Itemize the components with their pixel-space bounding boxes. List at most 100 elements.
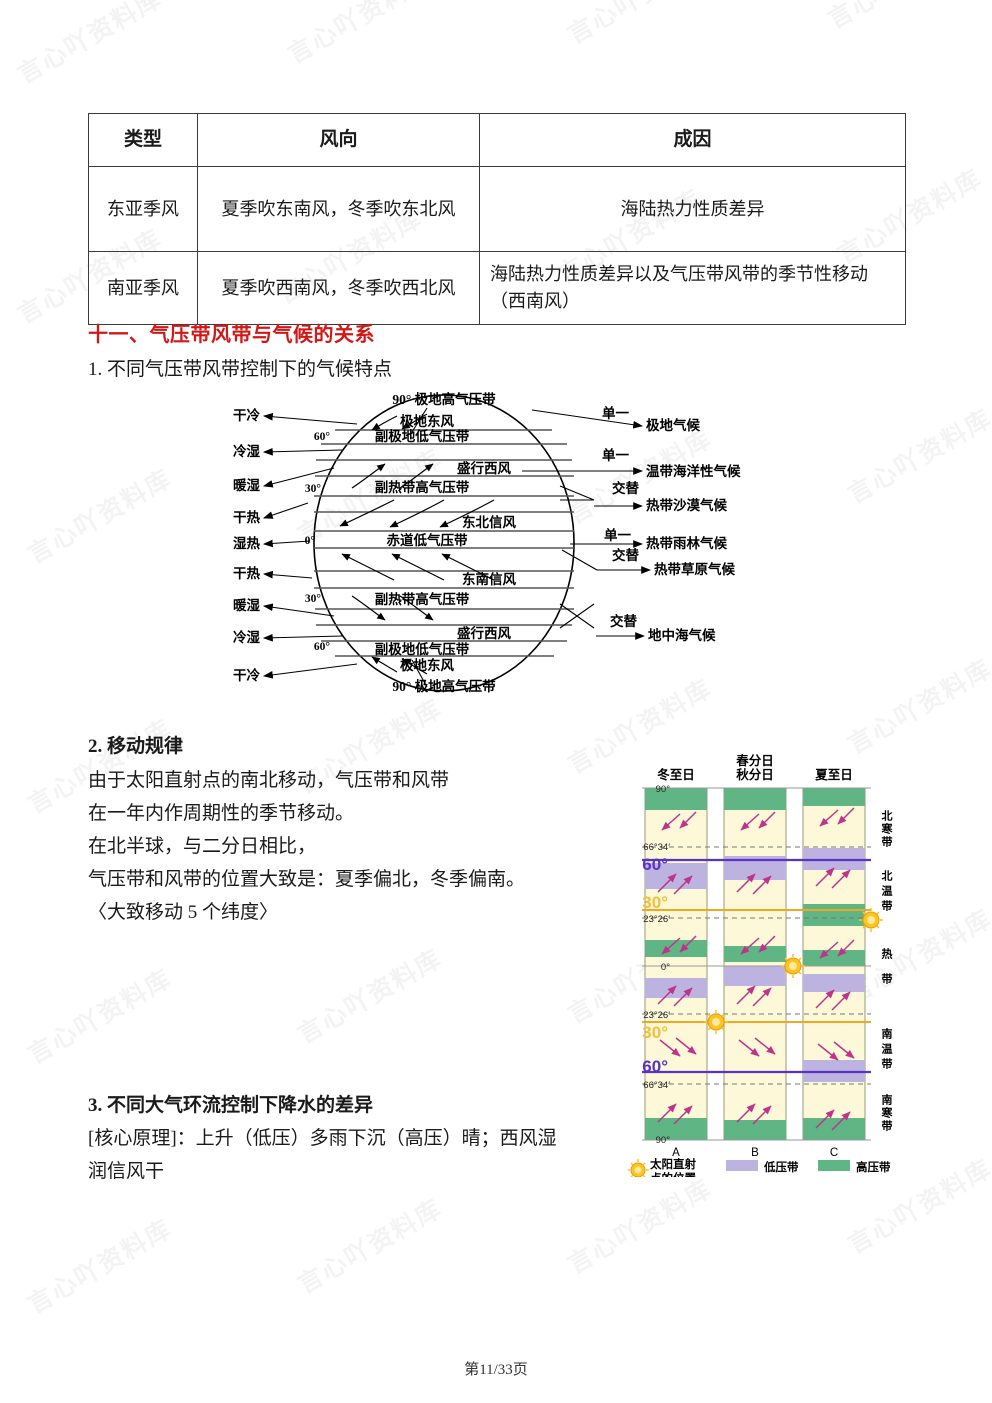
band-label: 盛行西风 (457, 460, 511, 476)
control-label: 单一 (602, 405, 630, 421)
paragraph-line: 由于太阳直射点的南北移动，气压带和风带 (88, 770, 450, 791)
band-label: 副极地低气压带 (375, 428, 470, 444)
latitude-label: 90° (656, 1135, 671, 1146)
left-label: 湿热 (233, 535, 260, 551)
left-label: 干热 (233, 509, 260, 525)
legend-label-high-pressure: 高压带 (856, 1160, 891, 1174)
paragraph-line: 在一年内作周期性的季节移动。 (88, 803, 355, 824)
climate-label: 极地气候 (646, 417, 700, 433)
season-column-b (723, 787, 787, 1141)
zone-label-north-frigid: 北寒带 (880, 809, 894, 849)
climate-label: 热带雨林气候 (646, 535, 727, 551)
section-2-heading: 2. 移动规律 (88, 736, 184, 757)
band-label: 东北信风 (462, 514, 516, 530)
paragraph-line: 〈大致移动 5 个纬度〉 (88, 902, 279, 923)
band-label: 90° 极地高气压带 (392, 391, 496, 407)
latitude-label-30-south: 30° (642, 1023, 668, 1042)
diagram-legend: 太阳直射 点的位置 低压带 高压带 (628, 1157, 891, 1177)
latitude-label: 90° (656, 784, 671, 795)
latitude-label: 66°34′ (643, 842, 670, 853)
band-label: 副极地低气压带 (375, 641, 470, 657)
column-header-type: 类型 (88, 113, 198, 167)
watermark: 言心吖资料库 (20, 459, 178, 571)
control-label: 单一 (602, 447, 630, 463)
sun-icon (781, 954, 805, 978)
latitude-label: 30° (305, 593, 322, 605)
column-title-spring-equinox: 春分日 (735, 753, 774, 768)
sun-icon (704, 1010, 728, 1034)
column-title-winter-solstice: 冬至日 (657, 767, 695, 782)
latitude-label: 60° (314, 641, 331, 653)
cell-type: 南亚季风 (88, 251, 198, 325)
latitude-label: 30° (305, 483, 322, 495)
watermark: 言心吖资料库 (10, 0, 168, 91)
latitude-label: 23°26′ (643, 1010, 670, 1021)
band-label: 90° 极地高气压带 (392, 678, 496, 694)
watermark: 言心吖资料库 (20, 1209, 178, 1321)
column-letter: A (672, 1147, 680, 1159)
watermark: 言心吖资料库 (290, 939, 448, 1051)
cell-direction: 夏季吹西南风，冬季吹西北风 (197, 251, 480, 325)
band-label: 东南信风 (462, 571, 516, 587)
band-label: 极地东风 (400, 657, 454, 673)
watermark: 言心吖资料库 (280, 0, 438, 71)
latitude-label: 0° (305, 535, 316, 547)
legend-label-low-pressure: 低压带 (763, 1160, 799, 1174)
band-label: 盛行西风 (457, 625, 511, 641)
left-label: 干冷 (233, 407, 260, 423)
left-label: 冷湿 (233, 629, 260, 645)
control-label: 交替 (612, 480, 640, 496)
section-3-heading: 3. 不同大气环流控制下降水的差异 (88, 1095, 374, 1116)
latitude-label-30-north: 30° (642, 893, 668, 912)
band-label: 极地东风 (400, 413, 454, 429)
left-label: 干冷 (233, 667, 260, 683)
latitude-label-60-south: 60° (642, 1057, 668, 1076)
column-header-direction: 风向 (197, 113, 480, 167)
legend-sun-icon (628, 1159, 649, 1177)
watermark: 言心吖资料库 (20, 959, 178, 1071)
monsoon-table: 类型 风向 成因 东亚季风 夏季吹东南风，冬季吹东北风 海陆热力性质差异 南亚季… (88, 113, 906, 325)
left-label: 暖湿 (233, 597, 260, 613)
page-title: 十一、气压带风带与气候的关系 (88, 324, 375, 346)
paragraph-line: [核心原理]：上升（低压）多雨下沉（高压）晴；西风湿 (88, 1128, 557, 1149)
global-circulation-diagram: 90° 极地高气压带 极地东风 副极地低气压带 盛行西风 副热带高气压带 东北信… (222, 388, 752, 718)
table-row: 南亚季风 夏季吹西南风，冬季吹西北风 海陆热力性质差异以及气压带风带的季节性移动… (88, 251, 906, 325)
paragraph-line: 在北半球，与二分日相比， (88, 836, 317, 857)
latitude-label-60-north: 60° (642, 855, 668, 874)
latitude-label: 23°26′ (643, 914, 670, 925)
watermark: 言心吖资料库 (290, 1189, 448, 1301)
latitude-label: 0° (661, 962, 670, 973)
cell-direction: 夏季吹东南风，冬季吹东北风 (197, 166, 480, 252)
cell-type: 东亚季风 (88, 166, 198, 252)
band-label: 赤道低气压带 (387, 532, 468, 548)
legend-swatch-high-pressure (818, 1160, 850, 1171)
watermark: 言心吖资料库 (840, 649, 992, 761)
column-header-cause: 成因 (479, 113, 906, 167)
zone-label-torrid: 热带 (880, 947, 893, 998)
section-3-body: [核心原理]：上升（低压）多雨下沉（高压）晴；西风湿 润信风干 (88, 1122, 608, 1188)
legend-label-sun: 太阳直射 (649, 1157, 696, 1171)
column-title-summer-solstice: 夏至日 (814, 767, 853, 782)
zone-label-south-frigid: 南寒带 (880, 1093, 894, 1133)
left-label: 暖湿 (233, 477, 260, 493)
column-title-autumn-equinox: 秋分日 (736, 767, 774, 782)
svg-text:点的位置: 点的位置 (650, 1171, 696, 1177)
zone-label-north-temperate: 北温带 (880, 869, 893, 915)
watermark: 言心吖资料库 (840, 399, 992, 511)
cell-cause: 海陆热力性质差异 (479, 166, 906, 252)
control-label: 交替 (610, 613, 638, 629)
climate-label: 温带海洋性气候 (646, 463, 741, 479)
season-column-c (802, 787, 866, 1141)
section-2-body: 由于太阳直射点的南北移动，气压带和风带 在一年内作周期性的季节移动。 在北半球，… (88, 764, 525, 929)
cell-cause: 海陆热力性质差异以及气压带风带的季节性移动（西南风） (479, 251, 906, 325)
column-letter: C (830, 1147, 838, 1159)
column-letter: B (751, 1147, 759, 1159)
paragraph-line: 润信风干 (88, 1161, 165, 1182)
seasonal-migration-diagram: 冬至日 春分日 秋分日 夏至日 (628, 752, 938, 1177)
page-footer: 第11/33页 (464, 1362, 528, 1378)
table-row: 东亚季风 夏季吹东南风，冬季吹东北风 海陆热力性质差异 (88, 166, 906, 252)
watermark: 言心吖资料库 (820, 0, 978, 36)
control-label: 单一 (604, 527, 632, 543)
zone-label-south-temperate: 南温带 (880, 1027, 893, 1073)
